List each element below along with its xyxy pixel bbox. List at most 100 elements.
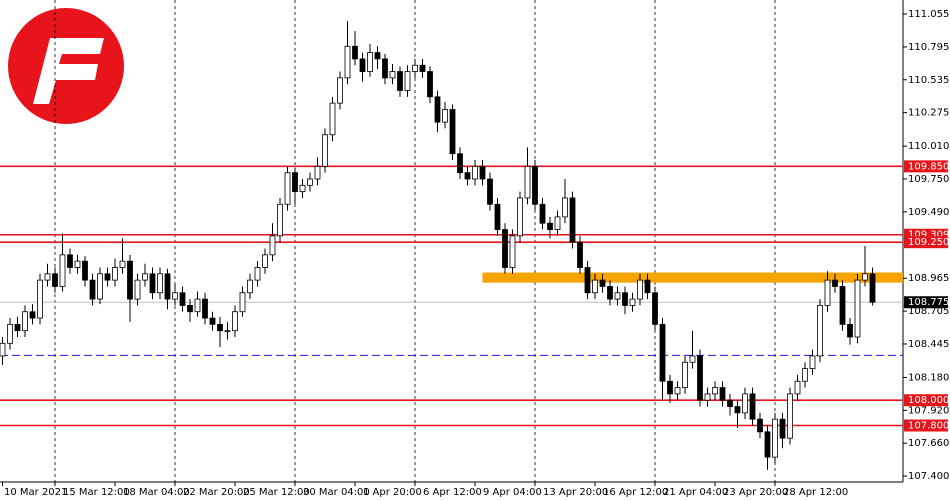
candle-body [149,273,156,294]
candle-body [479,165,486,180]
candle-body [359,58,366,72]
candle-body [164,273,171,300]
y-tick-label: 108.445 [908,339,949,350]
y-tick-label: 108.180 [908,372,949,383]
candle-body [772,418,778,458]
candle-body [734,406,741,414]
current-price-box [904,296,948,309]
candle-body [689,355,696,363]
candle-body [142,273,148,281]
y-tick-label: 110.535 [908,75,949,86]
candle-body [292,172,298,193]
level-label: 109.309 [908,230,949,241]
level-label-box [904,160,948,173]
y-tick-label: 110.010 [908,141,949,152]
candle-body [539,203,546,224]
candle-body [584,267,591,294]
y-tick-label: 110.795 [908,42,949,53]
candle-body [509,235,516,268]
candle-body [187,305,193,313]
candle-body [277,203,283,237]
candle-body [404,71,411,91]
candle-body [284,172,291,205]
candle-body [524,165,531,199]
candle-body [839,286,846,325]
candle-body [464,172,471,180]
candle-body [517,197,523,237]
candle-body [832,279,838,287]
candle-body [787,393,793,439]
candle-body [67,254,73,268]
candle-body [427,71,433,98]
candle-body [494,203,501,230]
candle-body [802,368,808,382]
candle-body [592,279,598,294]
y-tick-label: 107.400 [908,471,949,482]
x-tick-label: 28 Apr 12:00 [783,487,848,498]
y-tick-label: 107.660 [908,438,949,449]
candle-body [704,393,711,401]
candle-body [674,387,681,395]
candle-body [262,254,268,268]
candle-body [232,311,238,332]
candle-body [824,279,831,306]
candle-body [269,235,276,256]
candle-body [397,71,403,91]
candle-body [809,355,816,370]
candle-body [374,52,381,60]
candle-body [352,45,358,60]
candle-body [367,52,373,72]
y-tick-label: 109.490 [908,207,949,218]
candle-body [224,330,231,333]
candle-body [97,273,103,300]
candle-body [322,134,328,167]
candle-body [794,380,801,395]
candle-body [487,178,493,205]
candle-body [239,292,246,313]
candle-body [389,71,396,79]
candle-body [194,298,201,313]
y-tick-label: 110.275 [908,108,949,119]
candle-body [217,323,223,332]
candle-body [202,298,208,319]
candle-body [719,387,726,401]
candle-body [104,273,111,281]
candle-body [637,279,643,300]
logo [8,8,124,124]
x-tick-label: 16 Apr 12:00 [603,487,668,498]
candle-body [599,279,606,287]
candle-body [712,387,718,395]
candle-body [577,241,583,268]
y-tick-label: 107.920 [908,405,949,416]
x-tick-label: 18 Mar 04:00 [123,487,190,498]
candle-body [434,96,441,123]
x-tick-label: 25 Mar 12:00 [243,487,310,498]
candle-body [644,279,651,294]
candle-body [112,267,118,281]
x-tick-label: 23 Apr 20:00 [723,487,788,498]
candle-body [727,399,733,407]
candle-body [382,58,388,79]
level-label: 108.000 [908,395,949,406]
candle-body [7,323,13,344]
candle-body [89,279,96,300]
candle-body [307,178,313,186]
candle-body [37,279,43,319]
candle-body [14,323,21,332]
candle-body [442,109,448,123]
x-tick-label: 1 Apr 20:00 [363,487,422,498]
candle-body [52,273,58,287]
candle-body [862,273,868,281]
candle-body [344,45,351,79]
candle-body [74,260,81,268]
plot [0,0,903,482]
candle-body [742,393,748,414]
y-tick-label: 109.750 [908,174,949,185]
x-tick-label: 21 Apr 04:00 [663,487,728,498]
candle-body [299,184,306,193]
candle-body [847,323,853,338]
x-tick-label: 30 Mar 04:00 [303,487,370,498]
logo-letter [33,38,104,104]
candle-body [0,342,6,357]
